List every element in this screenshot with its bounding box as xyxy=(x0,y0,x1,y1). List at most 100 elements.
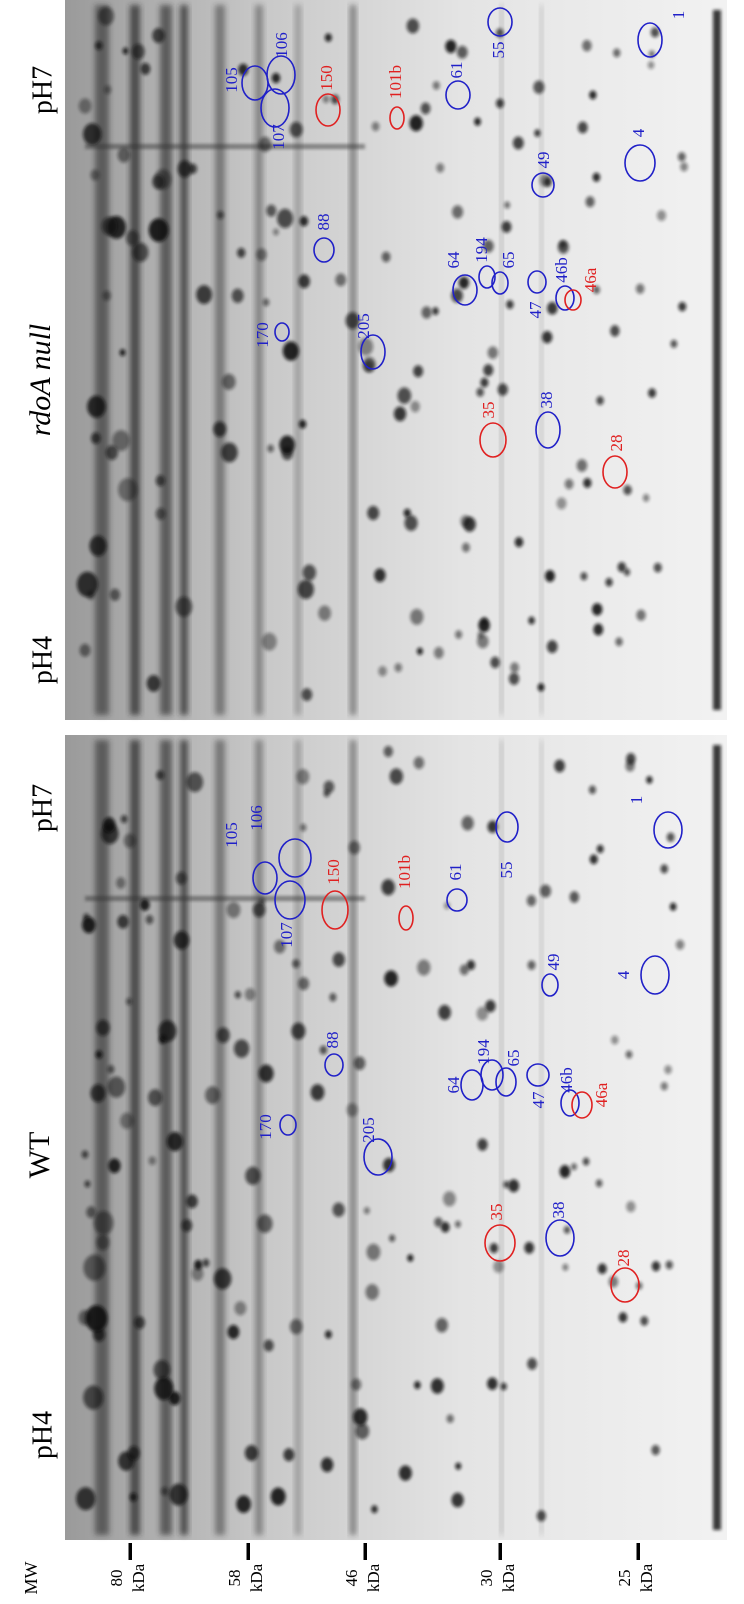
gel-spot xyxy=(432,307,439,316)
gel-spot xyxy=(636,609,646,621)
gel-spot xyxy=(557,240,569,254)
spot-circle xyxy=(545,1219,575,1257)
gel-spot xyxy=(205,1086,220,1105)
spot-circle xyxy=(653,811,683,849)
gel-spot xyxy=(577,121,588,134)
gel-spot xyxy=(591,603,603,616)
gel-spot xyxy=(154,1377,174,1401)
gel-spot xyxy=(95,1050,103,1059)
gel-spot xyxy=(331,94,340,105)
gel-spot xyxy=(283,1448,295,1462)
mw-label: MW xyxy=(21,1561,41,1594)
spot-circle xyxy=(279,1114,297,1136)
gel-spot xyxy=(129,1492,138,1502)
mw-tick xyxy=(636,1543,640,1560)
gel-spot xyxy=(102,817,116,833)
gel-spot xyxy=(191,1266,204,1281)
gel-spot xyxy=(556,497,567,510)
gel-spot xyxy=(403,508,411,518)
spot-label: 101b xyxy=(386,65,405,99)
spot-circle xyxy=(278,838,312,878)
gel-spot xyxy=(410,400,420,413)
gel-spot xyxy=(123,833,136,848)
spot-circle xyxy=(360,334,386,370)
gel-band xyxy=(95,5,109,715)
gel-spot xyxy=(155,507,166,520)
gel-band xyxy=(255,740,263,1535)
gel-spot xyxy=(389,768,404,785)
spot-circle xyxy=(491,271,509,295)
gel-band xyxy=(500,740,503,1535)
gel-spot xyxy=(605,577,613,587)
mw-tick xyxy=(363,1543,367,1560)
gel-spot xyxy=(353,1408,368,1426)
gel-spot xyxy=(528,616,535,625)
gel-spot xyxy=(383,745,393,758)
spot-label: 107 xyxy=(277,922,296,948)
spot-label: 106 xyxy=(272,32,291,58)
spot-circle xyxy=(531,172,555,198)
gel-spot xyxy=(406,18,420,34)
gel-spot xyxy=(82,916,96,934)
gel-spot xyxy=(227,1324,240,1340)
gel-spot xyxy=(148,218,169,242)
gel-spot xyxy=(384,970,398,987)
gel-spot xyxy=(296,768,310,785)
gel-spot xyxy=(89,535,107,557)
gel-spot xyxy=(651,1261,661,1272)
gel-spot xyxy=(510,662,520,673)
gel-spot xyxy=(279,435,295,455)
gel-band xyxy=(180,5,188,715)
gel-spot xyxy=(501,220,512,233)
spot-circle xyxy=(274,322,290,342)
gel-spot xyxy=(351,1378,362,1391)
mw-value: 46 xyxy=(342,1570,361,1587)
gel-spot xyxy=(238,63,249,76)
gel-spot xyxy=(271,72,281,84)
gel-spot xyxy=(318,605,332,621)
gel-spot xyxy=(98,6,114,26)
spot-label: 46b xyxy=(557,1067,576,1093)
spot-label: 105 xyxy=(222,67,241,93)
gel-spot xyxy=(301,688,313,702)
gel-spot xyxy=(559,1165,571,1178)
spot-circle xyxy=(564,289,582,311)
gel-band xyxy=(295,5,301,715)
gel-spot xyxy=(125,997,133,1006)
gel-spot xyxy=(461,542,471,553)
gel-spot xyxy=(582,1157,590,1166)
gel-spot xyxy=(122,47,129,55)
spot-circle xyxy=(478,265,496,289)
spot-label: 65 xyxy=(504,1050,523,1067)
panel-title: WT xyxy=(23,1132,56,1179)
gel-spot xyxy=(646,776,653,784)
gel-band xyxy=(95,740,109,1535)
gel-image xyxy=(65,0,727,720)
mw-tick xyxy=(246,1543,250,1560)
gel-spot xyxy=(596,844,604,854)
gel-spot xyxy=(495,98,505,109)
gel-spot xyxy=(461,815,474,831)
spot-label: 150 xyxy=(317,65,336,91)
gel-spot xyxy=(274,939,286,954)
gel-band xyxy=(215,740,225,1535)
mw-unit: kDa xyxy=(129,1563,148,1592)
gel-spot xyxy=(534,129,541,137)
gel-spot xyxy=(109,588,121,601)
gel-spot xyxy=(618,1312,628,1323)
gel-spot xyxy=(231,288,244,303)
spot-circle xyxy=(495,1067,517,1097)
gel-band xyxy=(350,740,356,1535)
gel-spot xyxy=(323,789,330,798)
gel-spot xyxy=(329,992,337,1002)
gel-spot xyxy=(221,442,238,463)
gel-spot xyxy=(156,770,165,781)
gel-spot xyxy=(562,1263,569,1271)
gel-spot xyxy=(477,1138,488,1151)
gel-spot xyxy=(237,247,246,258)
gel-spot xyxy=(263,1339,274,1352)
gel-spot xyxy=(588,785,597,795)
spot-circle xyxy=(624,144,656,182)
spot-label: 65 xyxy=(499,252,518,269)
